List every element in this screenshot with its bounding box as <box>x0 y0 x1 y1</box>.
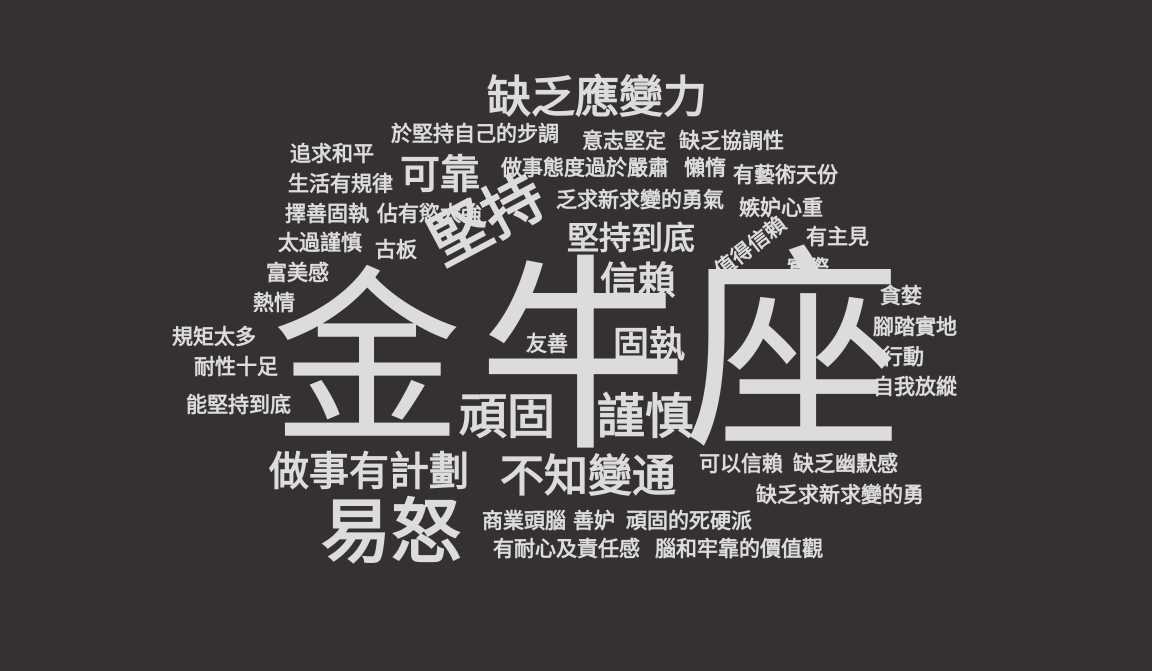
word-gold: 金 <box>272 250 463 471</box>
word-envious: 善妒 <box>573 509 615 533</box>
word-persist-to-end: 堅持到底 <box>567 219 696 257</box>
word-can-persist: 能堅持到底 <box>186 393 291 417</box>
word-passion: 熱情 <box>253 291 295 315</box>
word-lazy: 懶惰 <box>684 156 726 180</box>
word-lack-courage: 缺乏求新求變的勇 <box>756 483 924 507</box>
word-business-mind: 商業頭腦 <box>482 509 566 533</box>
word-reliable: 可靠 <box>400 152 480 198</box>
word-regular-life: 生活有規律 <box>288 172 393 196</box>
word-practical: 實際 <box>787 256 829 280</box>
word-reliable-values: 腦和牢靠的價值觀 <box>655 537 823 561</box>
word-patience-responsibility: 有耐心及責任感 <box>493 537 640 561</box>
word-sign: 座 <box>684 228 902 481</box>
word-strong-will: 意志堅定 <box>582 129 666 153</box>
word-trust: 信賴 <box>600 259 677 303</box>
word-too-cautious: 太過謹慎 <box>278 231 362 255</box>
word-dependable: 可以信賴 <box>699 452 783 476</box>
word-own-pace: 於堅持自己的步調 <box>391 122 559 146</box>
word-seek-peace: 追求和平 <box>290 142 374 166</box>
word-greedy: 貪婪 <box>880 284 922 308</box>
word-jealous: 嫉妒心重 <box>739 196 823 220</box>
word-obstinate: 固執 <box>613 325 686 366</box>
word-planned: 做事有計劃 <box>269 449 469 495</box>
word-self-indulgent: 自我放縱 <box>873 375 957 399</box>
word-friendly: 友善 <box>526 332 568 356</box>
word-too-many-rules: 規矩太多 <box>172 325 256 349</box>
word-irritable: 易怒 <box>321 491 461 573</box>
word-no-humor: 缺乏幽默感 <box>793 452 898 476</box>
word-careful: 謹慎 <box>597 389 694 445</box>
word-lack-coordination: 缺乏協調性 <box>679 129 784 153</box>
word-stubborn-good: 擇善固執 <box>285 202 369 226</box>
word-aesthetic: 富美感 <box>266 261 329 285</box>
word-has-opinion: 有主見 <box>806 225 869 249</box>
word-down-to-earth: 腳踏實地 <box>873 315 957 339</box>
word-possessive: 佔有慾太強 <box>377 202 482 226</box>
word-inflexible: 不知變通 <box>500 451 676 502</box>
word-artistic: 有藝術天份 <box>733 163 838 187</box>
word-too-serious: 做事態度過於嚴肅 <box>501 156 669 180</box>
word-ox: 牛 <box>478 236 689 481</box>
word-lacks-adaptability: 缺乏應變力 <box>487 72 707 123</box>
word-action: 行動 <box>882 345 924 369</box>
word-lack-courage-change: 乏求新求變的勇氣 <box>556 188 724 212</box>
word-stubborn: 頑固 <box>459 389 556 445</box>
word-hardliner: 頑固的死硬派 <box>626 509 752 533</box>
word-patient: 耐性十足 <box>194 355 278 379</box>
word-old-fashioned: 古板 <box>375 238 417 262</box>
